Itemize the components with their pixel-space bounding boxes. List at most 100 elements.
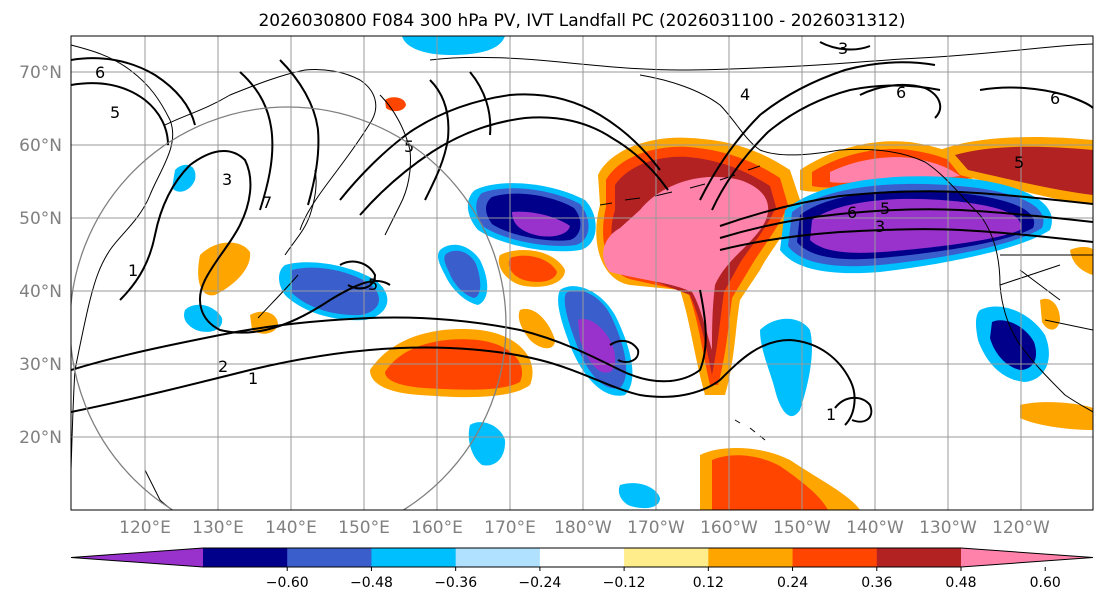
map-frame bbox=[70, 35, 1094, 511]
colorbar-segment bbox=[624, 548, 709, 567]
pv-contour bbox=[119, 149, 391, 334]
colorbar-tick-label: −0.12 bbox=[603, 575, 646, 591]
lat-label: 20°N bbox=[19, 428, 62, 448]
latitude-labels: 70°N 60°N 50°N 40°N 30°N 20°N bbox=[19, 63, 62, 448]
negative-anomaly-region bbox=[402, 36, 505, 55]
negative-anomaly-region bbox=[618, 483, 660, 509]
contour-label: 5 bbox=[880, 199, 890, 218]
lon-label: 140°E bbox=[265, 518, 317, 538]
anomaly-fill-layer bbox=[172, 36, 1093, 510]
asia-coastline bbox=[164, 69, 377, 231]
distance-ring bbox=[71, 106, 507, 510]
colorbar-outline bbox=[70, 547, 1094, 568]
lon-label: 150°W bbox=[773, 518, 831, 538]
contour-label: 6 bbox=[847, 203, 857, 222]
lon-label: 180°W bbox=[554, 518, 612, 538]
lon-label: 160°W bbox=[700, 518, 758, 538]
positive-anomaly-region bbox=[1020, 402, 1093, 430]
japan-coastline bbox=[257, 169, 317, 319]
pv-contour bbox=[699, 61, 936, 201]
pv-contour bbox=[719, 190, 1093, 227]
longitude-labels: 120°E 130°E 140°E 150°E 160°E 170°E 180°… bbox=[119, 518, 1050, 538]
pv-contour bbox=[71, 338, 856, 426]
contour-label: 6 bbox=[95, 63, 105, 82]
lat-label: 30°N bbox=[19, 355, 62, 375]
contour-label: 4 bbox=[740, 85, 750, 104]
us-border bbox=[999, 254, 1093, 331]
positive-anomaly-region bbox=[198, 242, 251, 296]
alaska-coastline bbox=[639, 74, 1093, 413]
figure-title: 2026030800 F084 300 hPa PV, IVT Landfall… bbox=[258, 11, 905, 31]
colorbar-tick-label: 0.12 bbox=[693, 575, 724, 591]
pv-contour bbox=[609, 339, 640, 363]
coastline-layer bbox=[71, 43, 1093, 510]
colorbar-segment bbox=[455, 548, 541, 567]
lat-label: 70°N bbox=[19, 63, 62, 83]
pv-contour bbox=[71, 289, 707, 383]
contour-label: 3 bbox=[838, 39, 848, 58]
contour-label: 1 bbox=[826, 405, 836, 424]
pv-contour bbox=[424, 79, 450, 201]
colorbar-segment bbox=[792, 548, 878, 567]
kamchatka-coastline bbox=[379, 94, 411, 236]
pv-contour bbox=[239, 59, 320, 211]
negative-anomaly-region bbox=[172, 164, 196, 192]
contour-label: 1 bbox=[128, 261, 138, 280]
negative-anomaly-region bbox=[990, 320, 1037, 370]
negative-anomaly-region bbox=[444, 250, 481, 298]
colorbar-extend-max bbox=[961, 548, 1093, 567]
colorbar-segment bbox=[371, 548, 457, 567]
colorbar-segment bbox=[708, 548, 794, 567]
negative-anomaly-region bbox=[578, 319, 616, 373]
lon-label: 170°E bbox=[484, 518, 536, 538]
colorbar-tick-label: 0.60 bbox=[1030, 575, 1061, 591]
pv-contour bbox=[469, 71, 492, 136]
pv-contour bbox=[71, 57, 196, 146]
pv-contour bbox=[834, 396, 873, 423]
lat-label: 40°N bbox=[19, 282, 62, 302]
contour-label: 6 bbox=[1050, 89, 1060, 108]
lon-label: 120°W bbox=[992, 518, 1050, 538]
colorbar-tick-label: −0.60 bbox=[266, 575, 309, 591]
lon-label: 150°E bbox=[338, 518, 390, 538]
positive-anomaly-region bbox=[1070, 246, 1093, 275]
pv-contour bbox=[719, 228, 1093, 251]
contour-label: 5 bbox=[1014, 153, 1024, 172]
map-panel: 1 2 3 4 5 6 7 1 3 5 6 5 6 6 3 5 1 5 bbox=[70, 35, 1094, 511]
lon-label: 130°E bbox=[192, 518, 244, 538]
positive-anomaly-region bbox=[955, 146, 1093, 195]
positive-anomaly-region bbox=[603, 176, 769, 350]
pv-contour bbox=[719, 208, 1093, 239]
contour-label: 6 bbox=[896, 83, 906, 102]
contour-label: 5 bbox=[404, 137, 414, 156]
colorbar-segment bbox=[287, 548, 372, 567]
colorbar-segment bbox=[203, 548, 288, 567]
colorbar-tick-label: 0.48 bbox=[945, 575, 976, 591]
contour-labels: 1 2 3 4 5 6 7 1 3 5 6 5 6 6 3 5 1 5 bbox=[95, 39, 1060, 424]
colorbar: −0.60 −0.48 −0.36 −0.24 −0.12 0.12 0.24 0.36 0.4… bbox=[70, 547, 1094, 591]
lon-label: 130°W bbox=[919, 518, 977, 538]
pv-contour bbox=[859, 83, 942, 119]
positive-anomaly-region bbox=[712, 455, 828, 510]
colorbar-tick-label: −0.48 bbox=[350, 575, 393, 591]
pv-contour bbox=[979, 86, 1093, 109]
arctic-coastline bbox=[429, 43, 1093, 71]
contour-label: 3 bbox=[222, 170, 232, 189]
aleutian-islands bbox=[599, 165, 761, 206]
pv-contour bbox=[819, 41, 871, 51]
contour-label: 5 bbox=[368, 275, 378, 294]
lon-label: 160°E bbox=[411, 518, 463, 538]
lon-label: 120°E bbox=[119, 518, 171, 538]
positive-anomaly-region bbox=[508, 255, 557, 282]
colorbar-tick-label: −0.36 bbox=[434, 575, 477, 591]
lon-label: 170°W bbox=[627, 518, 685, 538]
pv-contour-layer bbox=[71, 41, 1093, 426]
colorbar-segment bbox=[876, 548, 962, 567]
colorbar-extend-min bbox=[71, 548, 203, 567]
lat-label: 50°N bbox=[19, 209, 62, 229]
colorbar-tick-label: 0.24 bbox=[777, 575, 808, 591]
contour-label: 2 bbox=[218, 357, 228, 376]
pv-contour bbox=[339, 93, 661, 201]
colorbar-tick-label: 0.36 bbox=[861, 575, 892, 591]
contour-label: 1 bbox=[248, 369, 258, 388]
